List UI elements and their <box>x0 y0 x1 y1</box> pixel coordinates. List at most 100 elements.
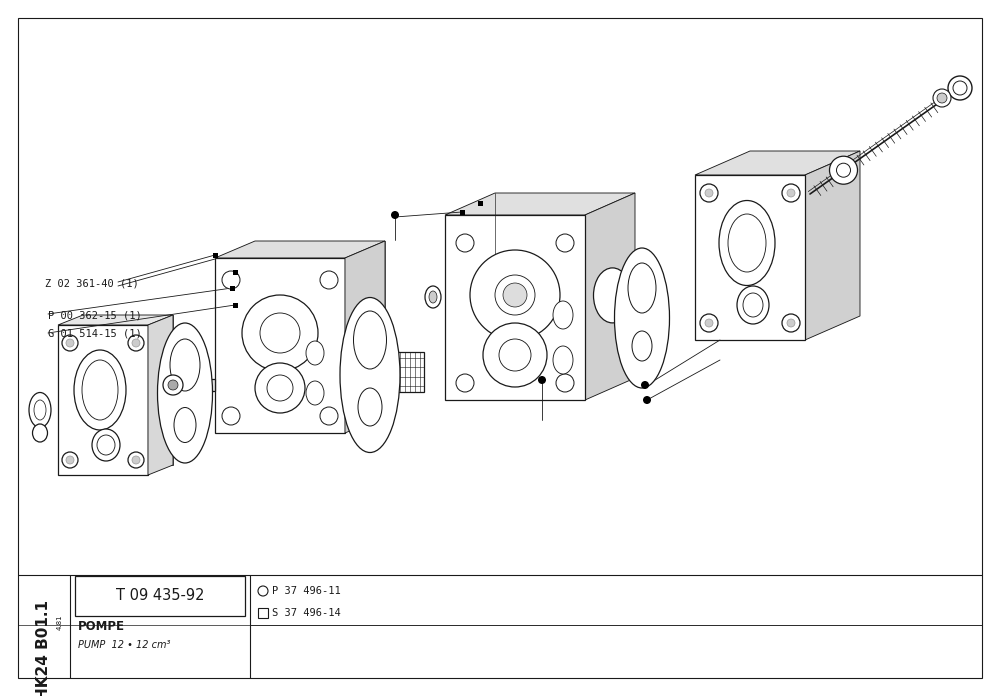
Ellipse shape <box>34 400 46 420</box>
Circle shape <box>787 319 795 327</box>
Bar <box>232 303 238 308</box>
Circle shape <box>242 295 318 371</box>
Circle shape <box>705 319 713 327</box>
Circle shape <box>222 271 240 289</box>
Text: HK24 B01.1: HK24 B01.1 <box>36 600 52 696</box>
Text: P 00 362-15 (1): P 00 362-15 (1) <box>48 310 142 320</box>
Ellipse shape <box>29 393 51 427</box>
Circle shape <box>782 314 800 332</box>
Ellipse shape <box>358 388 382 426</box>
Text: POMPE: POMPE <box>78 620 125 633</box>
Circle shape <box>62 335 78 351</box>
Circle shape <box>320 407 338 425</box>
Text: T 09 435-92: T 09 435-92 <box>116 589 204 603</box>
Ellipse shape <box>737 286 769 324</box>
Circle shape <box>128 452 144 468</box>
Circle shape <box>933 89 951 107</box>
Polygon shape <box>695 151 860 175</box>
Polygon shape <box>177 379 215 391</box>
Circle shape <box>830 156 858 184</box>
Circle shape <box>503 283 527 307</box>
Circle shape <box>937 93 947 103</box>
Ellipse shape <box>743 293 763 317</box>
Bar <box>258 608 268 618</box>
Bar <box>478 200 482 205</box>
Polygon shape <box>695 175 805 340</box>
Circle shape <box>556 234 574 252</box>
Circle shape <box>222 407 240 425</box>
Ellipse shape <box>594 268 632 323</box>
Polygon shape <box>215 241 385 258</box>
Circle shape <box>556 374 574 392</box>
Ellipse shape <box>74 350 126 430</box>
Circle shape <box>267 375 293 401</box>
Circle shape <box>260 313 300 353</box>
Circle shape <box>66 339 74 347</box>
Ellipse shape <box>614 248 670 388</box>
Polygon shape <box>345 241 385 433</box>
Ellipse shape <box>306 341 324 365</box>
Ellipse shape <box>97 435 115 455</box>
Circle shape <box>787 189 795 197</box>
Ellipse shape <box>728 214 766 272</box>
Ellipse shape <box>553 346 573 374</box>
Ellipse shape <box>340 297 400 452</box>
Text: 4.81: 4.81 <box>57 614 63 630</box>
Ellipse shape <box>32 424 48 442</box>
Circle shape <box>132 339 140 347</box>
Circle shape <box>700 184 718 202</box>
Circle shape <box>66 456 74 464</box>
Polygon shape <box>83 315 173 465</box>
Circle shape <box>483 323 547 387</box>
Circle shape <box>495 275 535 315</box>
Ellipse shape <box>553 301 573 329</box>
FancyBboxPatch shape <box>75 576 245 616</box>
Polygon shape <box>805 151 860 340</box>
Polygon shape <box>255 241 385 416</box>
Polygon shape <box>396 352 424 392</box>
Polygon shape <box>585 193 635 400</box>
Circle shape <box>499 339 531 371</box>
Circle shape <box>948 76 972 100</box>
Text: G 01 514-15 (1): G 01 514-15 (1) <box>48 329 142 339</box>
Circle shape <box>258 586 268 596</box>
Circle shape <box>132 456 140 464</box>
Polygon shape <box>215 258 345 433</box>
Circle shape <box>456 234 474 252</box>
Ellipse shape <box>354 311 386 369</box>
Circle shape <box>470 250 560 340</box>
Circle shape <box>641 381 649 389</box>
Circle shape <box>538 376 546 384</box>
Ellipse shape <box>174 407 196 443</box>
Circle shape <box>391 211 399 219</box>
Circle shape <box>128 335 144 351</box>
Circle shape <box>456 374 474 392</box>
Polygon shape <box>58 315 173 325</box>
Polygon shape <box>148 315 173 475</box>
Ellipse shape <box>425 286 441 308</box>
Circle shape <box>168 380 178 390</box>
Ellipse shape <box>170 339 200 391</box>
Text: PUMP  12 • 12 cm³: PUMP 12 • 12 cm³ <box>78 640 170 650</box>
Circle shape <box>782 184 800 202</box>
Polygon shape <box>445 193 635 215</box>
Ellipse shape <box>719 200 775 285</box>
Circle shape <box>320 271 338 289</box>
Circle shape <box>700 314 718 332</box>
Circle shape <box>705 189 713 197</box>
Circle shape <box>255 363 305 413</box>
Text: P 37 496-11: P 37 496-11 <box>272 586 341 596</box>
Polygon shape <box>445 215 585 400</box>
Ellipse shape <box>429 291 437 303</box>
Ellipse shape <box>82 360 118 420</box>
Text: S 37 496-14: S 37 496-14 <box>272 608 341 618</box>
Circle shape <box>163 375 183 395</box>
Circle shape <box>643 396 651 404</box>
Bar <box>212 253 218 258</box>
Ellipse shape <box>92 429 120 461</box>
Ellipse shape <box>628 263 656 313</box>
Bar <box>230 285 234 290</box>
Circle shape <box>836 163 850 177</box>
Ellipse shape <box>632 331 652 361</box>
Bar <box>460 209 464 214</box>
